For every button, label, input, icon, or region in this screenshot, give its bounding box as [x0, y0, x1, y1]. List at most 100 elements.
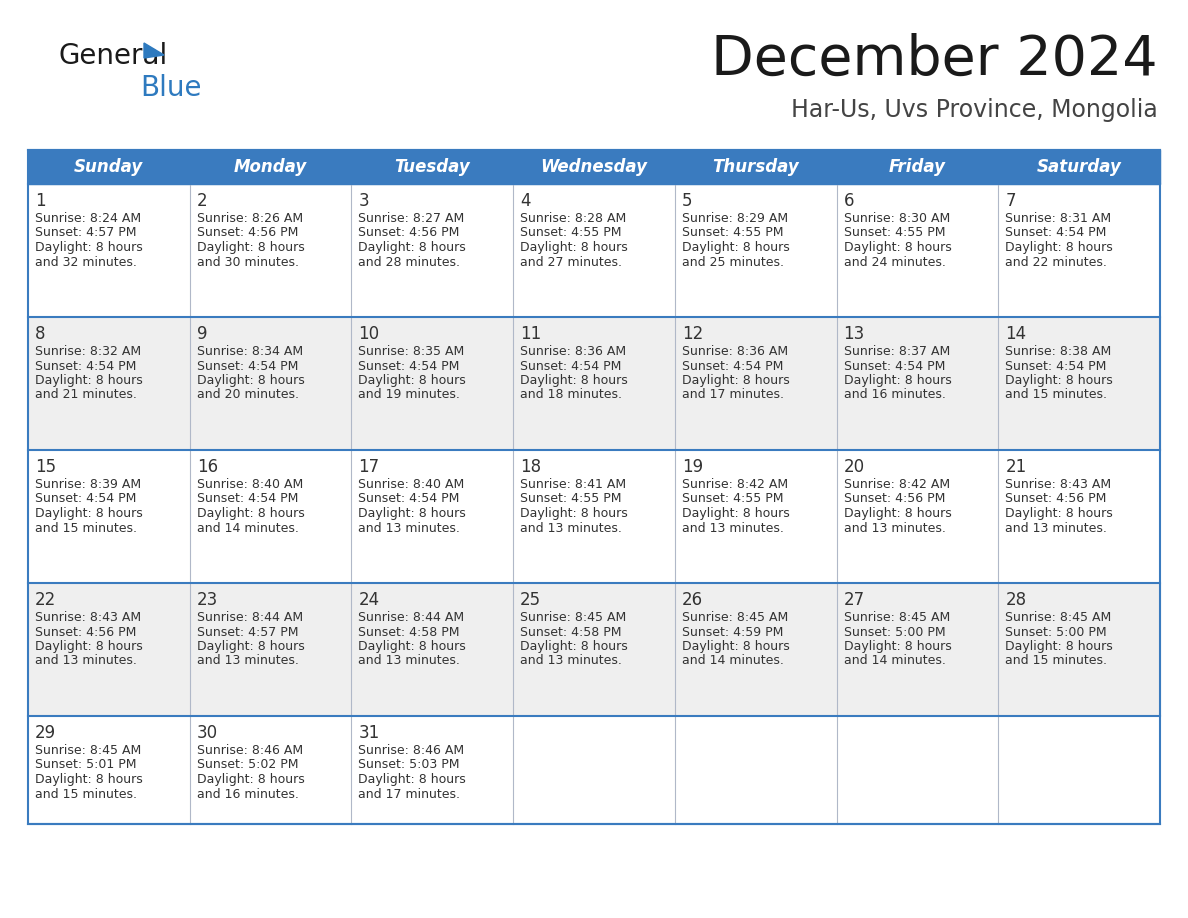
Text: Sunset: 4:54 PM: Sunset: 4:54 PM [34, 360, 137, 373]
Text: 1: 1 [34, 192, 45, 210]
Text: and 13 minutes.: and 13 minutes. [843, 521, 946, 534]
Text: Daylight: 8 hours: Daylight: 8 hours [520, 374, 628, 387]
Text: Sunrise: 8:46 AM: Sunrise: 8:46 AM [359, 744, 465, 757]
Text: Thursday: Thursday [713, 158, 800, 176]
Bar [29, 150, 1159, 824]
Text: Sunrise: 8:38 AM: Sunrise: 8:38 AM [1005, 345, 1112, 358]
Text: Blue: Blue [140, 74, 202, 102]
Text: Sunrise: 8:45 AM: Sunrise: 8:45 AM [1005, 611, 1112, 624]
Text: Sunset: 5:03 PM: Sunset: 5:03 PM [359, 758, 460, 771]
Text: Sunrise: 8:39 AM: Sunrise: 8:39 AM [34, 478, 141, 491]
Text: 18: 18 [520, 458, 542, 476]
Text: Daylight: 8 hours: Daylight: 8 hours [520, 507, 628, 520]
Text: Daylight: 8 hours: Daylight: 8 hours [682, 507, 790, 520]
Text: Sunset: 4:58 PM: Sunset: 4:58 PM [520, 625, 621, 639]
Text: Sunrise: 8:26 AM: Sunrise: 8:26 AM [197, 212, 303, 225]
Text: and 20 minutes.: and 20 minutes. [197, 388, 298, 401]
Text: Daylight: 8 hours: Daylight: 8 hours [197, 374, 304, 387]
Text: Sunset: 4:54 PM: Sunset: 4:54 PM [197, 492, 298, 506]
Text: and 15 minutes.: and 15 minutes. [1005, 655, 1107, 667]
Text: Sunset: 4:54 PM: Sunset: 4:54 PM [359, 360, 460, 373]
Bar [29, 716, 1159, 824]
Text: Sunset: 5:00 PM: Sunset: 5:00 PM [843, 625, 946, 639]
Text: 6: 6 [843, 192, 854, 210]
Text: Daylight: 8 hours: Daylight: 8 hours [34, 374, 143, 387]
Text: and 13 minutes.: and 13 minutes. [359, 521, 460, 534]
Text: Sunrise: 8:35 AM: Sunrise: 8:35 AM [359, 345, 465, 358]
Bar [29, 150, 1159, 184]
Text: 22: 22 [34, 591, 56, 609]
Text: and 16 minutes.: and 16 minutes. [843, 388, 946, 401]
Text: Sunrise: 8:31 AM: Sunrise: 8:31 AM [1005, 212, 1112, 225]
Text: Sunset: 5:02 PM: Sunset: 5:02 PM [197, 758, 298, 771]
Bar [29, 317, 1159, 450]
Text: 16: 16 [197, 458, 217, 476]
Text: and 15 minutes.: and 15 minutes. [34, 788, 137, 800]
Text: Sunrise: 8:40 AM: Sunrise: 8:40 AM [359, 478, 465, 491]
Text: Daylight: 8 hours: Daylight: 8 hours [843, 640, 952, 653]
Text: Sunset: 4:54 PM: Sunset: 4:54 PM [843, 360, 944, 373]
Text: Friday: Friday [889, 158, 946, 176]
Text: and 15 minutes.: and 15 minutes. [1005, 388, 1107, 401]
Text: 26: 26 [682, 591, 703, 609]
Text: Tuesday: Tuesday [394, 158, 470, 176]
Text: Sunset: 4:55 PM: Sunset: 4:55 PM [520, 492, 621, 506]
Text: Wednesday: Wednesday [541, 158, 647, 176]
Text: 4: 4 [520, 192, 531, 210]
Text: and 14 minutes.: and 14 minutes. [197, 521, 298, 534]
Text: 24: 24 [359, 591, 379, 609]
Text: Sunrise: 8:30 AM: Sunrise: 8:30 AM [843, 212, 950, 225]
Text: Sunrise: 8:45 AM: Sunrise: 8:45 AM [34, 744, 141, 757]
Text: Sunset: 4:55 PM: Sunset: 4:55 PM [520, 227, 621, 240]
Text: Daylight: 8 hours: Daylight: 8 hours [34, 640, 143, 653]
Text: Sunset: 5:01 PM: Sunset: 5:01 PM [34, 758, 137, 771]
Text: 17: 17 [359, 458, 379, 476]
Text: Sunset: 5:00 PM: Sunset: 5:00 PM [1005, 625, 1107, 639]
Text: Sunset: 4:54 PM: Sunset: 4:54 PM [520, 360, 621, 373]
Text: Daylight: 8 hours: Daylight: 8 hours [34, 773, 143, 786]
Text: Daylight: 8 hours: Daylight: 8 hours [843, 374, 952, 387]
Text: 13: 13 [843, 325, 865, 343]
Text: and 27 minutes.: and 27 minutes. [520, 255, 623, 268]
Text: 2: 2 [197, 192, 208, 210]
Text: Daylight: 8 hours: Daylight: 8 hours [1005, 507, 1113, 520]
Text: Daylight: 8 hours: Daylight: 8 hours [1005, 640, 1113, 653]
Text: Sunset: 4:54 PM: Sunset: 4:54 PM [359, 492, 460, 506]
Text: Sunrise: 8:42 AM: Sunrise: 8:42 AM [843, 478, 949, 491]
Text: 21: 21 [1005, 458, 1026, 476]
Text: Sunset: 4:56 PM: Sunset: 4:56 PM [843, 492, 944, 506]
Text: and 25 minutes.: and 25 minutes. [682, 255, 784, 268]
Text: and 13 minutes.: and 13 minutes. [682, 521, 784, 534]
Text: Daylight: 8 hours: Daylight: 8 hours [359, 773, 466, 786]
Text: Sunrise: 8:28 AM: Sunrise: 8:28 AM [520, 212, 626, 225]
Text: Sunrise: 8:24 AM: Sunrise: 8:24 AM [34, 212, 141, 225]
Text: 31: 31 [359, 724, 380, 742]
Text: Sunrise: 8:44 AM: Sunrise: 8:44 AM [197, 611, 303, 624]
Text: Sunrise: 8:27 AM: Sunrise: 8:27 AM [359, 212, 465, 225]
Text: and 13 minutes.: and 13 minutes. [359, 655, 460, 667]
Text: Sunrise: 8:43 AM: Sunrise: 8:43 AM [1005, 478, 1112, 491]
Text: Sunset: 4:54 PM: Sunset: 4:54 PM [197, 360, 298, 373]
Text: Sunset: 4:56 PM: Sunset: 4:56 PM [359, 227, 460, 240]
Text: Sunset: 4:57 PM: Sunset: 4:57 PM [197, 625, 298, 639]
Text: Sunrise: 8:41 AM: Sunrise: 8:41 AM [520, 478, 626, 491]
Text: 14: 14 [1005, 325, 1026, 343]
Text: Sunset: 4:57 PM: Sunset: 4:57 PM [34, 227, 137, 240]
Text: Sunset: 4:54 PM: Sunset: 4:54 PM [34, 492, 137, 506]
Text: Monday: Monday [234, 158, 308, 176]
Text: Sunrise: 8:29 AM: Sunrise: 8:29 AM [682, 212, 788, 225]
Text: Sunset: 4:58 PM: Sunset: 4:58 PM [359, 625, 460, 639]
Text: Daylight: 8 hours: Daylight: 8 hours [682, 374, 790, 387]
Text: Sunset: 4:56 PM: Sunset: 4:56 PM [1005, 492, 1107, 506]
Text: December 2024: December 2024 [712, 33, 1158, 87]
Text: Sunrise: 8:43 AM: Sunrise: 8:43 AM [34, 611, 141, 624]
Text: Sunrise: 8:40 AM: Sunrise: 8:40 AM [197, 478, 303, 491]
Text: Daylight: 8 hours: Daylight: 8 hours [520, 640, 628, 653]
Text: 23: 23 [197, 591, 217, 609]
Text: Sunset: 4:54 PM: Sunset: 4:54 PM [682, 360, 783, 373]
Text: and 17 minutes.: and 17 minutes. [682, 388, 784, 401]
Text: Sunset: 4:56 PM: Sunset: 4:56 PM [34, 625, 137, 639]
Text: and 14 minutes.: and 14 minutes. [843, 655, 946, 667]
Text: Daylight: 8 hours: Daylight: 8 hours [1005, 374, 1113, 387]
Text: Sunrise: 8:36 AM: Sunrise: 8:36 AM [520, 345, 626, 358]
